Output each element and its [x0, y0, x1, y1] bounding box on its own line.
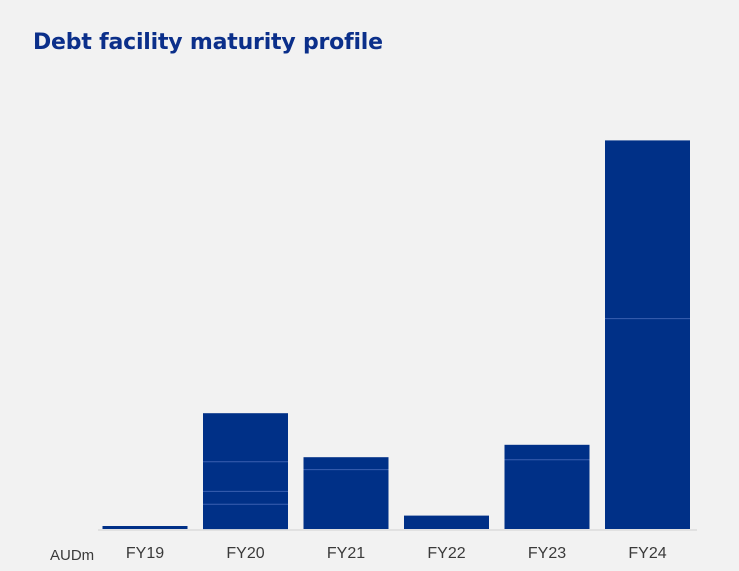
bar-fy20-segment-1 — [203, 504, 288, 530]
x-tick-label-fy22: FY22 — [427, 545, 465, 562]
bar-fy20-segment-4 — [203, 413, 288, 462]
x-tick-labels: FY19 FY20 FY21 FY22 FY23 FY24 — [126, 545, 667, 562]
x-tick-label-fy21: FY21 — [327, 545, 365, 562]
x-tick-label-fy24: FY24 — [628, 545, 666, 562]
bar-fy21-segment-2 — [303, 457, 389, 470]
bar-fy24-segment-2 — [605, 140, 690, 319]
bar-fy19-segment-1 — [102, 526, 188, 529]
bar-fy22-segment-1 — [404, 515, 489, 529]
x-tick-label-fy23: FY23 — [528, 545, 566, 562]
bar-fy23-segment-2 — [504, 444, 590, 460]
chart-title: Debt facility maturity profile — [33, 30, 383, 55]
bar-fy20-segment-2 — [203, 491, 288, 505]
bars-group — [102, 140, 690, 530]
bar-fy21-segment-1 — [303, 469, 389, 529]
bar-fy24-segment-1 — [605, 318, 690, 529]
unit-label: AUDm — [50, 547, 94, 564]
bar-fy23-segment-1 — [504, 459, 590, 529]
x-tick-label-fy20: FY20 — [226, 545, 264, 562]
x-tick-label-fy19: FY19 — [126, 545, 164, 562]
bar-fy20-segment-3 — [203, 461, 288, 492]
